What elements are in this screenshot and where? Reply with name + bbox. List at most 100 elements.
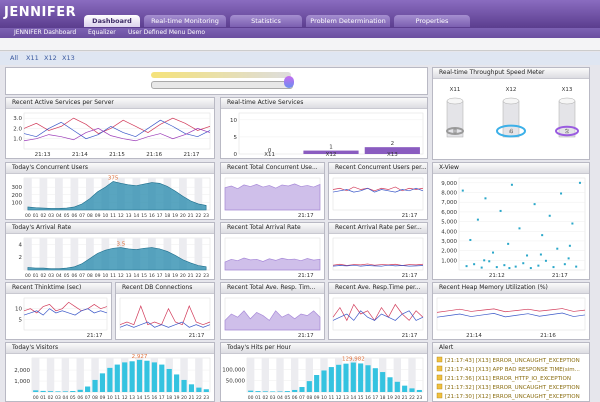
point — [567, 257, 570, 260]
series-line — [332, 263, 424, 266]
panel-chart: 21:17 — [332, 177, 424, 219]
series-line — [23, 119, 211, 140]
bar — [203, 389, 209, 392]
x-tick-label: 06 — [292, 395, 298, 401]
bar — [151, 362, 157, 392]
nav-tab[interactable]: Dashboard — [84, 15, 140, 27]
panel: X-View 1,000 2,000 3,000 4,000 5,000 6,000 7,00… — [432, 162, 590, 280]
x-tick-label: 16 — [149, 273, 155, 279]
x-tick-label: 02 — [41, 213, 47, 219]
point — [563, 263, 566, 266]
point — [575, 265, 578, 268]
x-tick-label: 21:17 — [402, 273, 418, 279]
x-tick-label: 10 — [103, 213, 109, 219]
meter-value: 2 — [565, 129, 569, 135]
x-tick-label: 07 — [79, 273, 85, 279]
sub-nav-link[interactable]: Equalizer — [88, 29, 116, 36]
server-tab[interactable]: X12 — [44, 54, 57, 62]
meter-ring — [555, 125, 579, 137]
nav-tab[interactable]: Real-time Monitoring — [144, 15, 226, 27]
nav-tab[interactable]: Properties — [394, 15, 470, 27]
x-tick-label: 14 — [134, 273, 140, 279]
bar — [33, 390, 39, 392]
y-tick-label: 7,000 — [441, 200, 457, 206]
x-tick-label: 01 — [33, 213, 39, 219]
area — [224, 257, 321, 271]
hour-stripe — [247, 358, 255, 392]
server-tab[interactable]: X13 — [62, 54, 75, 62]
x-tick-label: X13 — [387, 152, 398, 158]
x-tick-label: 00 — [33, 395, 39, 401]
meter-ring — [446, 127, 464, 135]
hour-stripe — [24, 238, 32, 270]
x-tick-label: 15 — [144, 395, 150, 401]
value-label: 2 — [391, 141, 395, 147]
x-tick-label: 23 — [203, 213, 209, 219]
panel-chart: 21:17 — [224, 237, 321, 279]
x-tick-label: 21:12 — [489, 273, 505, 279]
panel-title: Recent Total Arrival Rate — [221, 223, 324, 234]
x-tick-label: 16 — [152, 395, 158, 401]
point — [571, 222, 574, 225]
x-tick-label: 18 — [166, 395, 172, 401]
x-tick-label: 04 — [277, 395, 283, 401]
sub-nav-link[interactable]: User Defined Menu Demo — [128, 29, 206, 36]
bar — [107, 367, 113, 392]
x-tick-label: 04 — [63, 395, 69, 401]
x-tick-label: 12 — [118, 273, 124, 279]
series-line — [332, 264, 424, 267]
y-tick-label: 100,000 — [222, 367, 245, 373]
panel-chart: 5 10 21:17 — [15, 297, 108, 339]
hour-stripe — [24, 178, 32, 210]
panel-title: Alert — [433, 343, 589, 354]
hour-stripe — [179, 238, 187, 270]
x-tick-label: 11 — [110, 273, 116, 279]
x-tick-label: 21:16 — [540, 333, 556, 339]
series-line — [436, 308, 586, 313]
point — [533, 203, 536, 206]
nav-tab[interactable]: Problem Determination — [306, 15, 390, 27]
y-tick-label: 100 — [12, 200, 23, 206]
x-tick-label: 03 — [270, 395, 276, 401]
x-tick-label: 17 — [159, 395, 165, 401]
x-tick-label: 10 — [103, 273, 109, 279]
panel-chart: 1,000 2,000 3,000 4,000 5,000 6,000 7,000 8,000… — [441, 177, 586, 279]
x-tick-label: 19 — [387, 395, 393, 401]
bar — [262, 391, 268, 392]
nav-tab[interactable]: Statistics — [230, 15, 302, 27]
hour-stripe — [180, 358, 188, 392]
plot-area — [436, 297, 586, 331]
alert-icon — [436, 365, 443, 372]
y-tick-label: 10 — [15, 307, 22, 313]
bar — [387, 377, 393, 392]
panel-title: Recent Arrival Rate per Ser... — [329, 223, 427, 234]
panel: Today's Concurrent Users 100 200 300 00 01 02 0… — [5, 162, 215, 220]
panel-chart: 2 4 00 01 02 03 04 05 06 07 08 09 10 11 12 13 14 15 16 17 18… — [19, 237, 211, 279]
x-tick-label: 22 — [409, 395, 415, 401]
y-tick-label: 300 — [12, 185, 23, 191]
point — [476, 218, 479, 221]
plot-area — [458, 177, 586, 271]
x-tick-label: 17 — [372, 395, 378, 401]
x-tick-label: 09 — [314, 395, 320, 401]
x-tick-label: 21:17 — [189, 333, 205, 339]
x-tick-label: 09 — [100, 395, 106, 401]
server-tab[interactable]: All — [10, 54, 19, 62]
point — [510, 183, 513, 186]
bar — [85, 386, 91, 392]
x-tick-label: 18 — [165, 213, 171, 219]
panel-title: Recent Thinktime (sec) — [6, 283, 111, 294]
server-tab[interactable]: X11 — [26, 54, 39, 62]
x-tick-label: 21:17 — [402, 333, 418, 339]
peak-label: 129,982 — [342, 357, 365, 363]
x-tick-label: 21:13 — [35, 152, 51, 158]
hour-stripe — [61, 358, 70, 392]
sub-nav-link[interactable]: JENNIFER Dashboard — [14, 29, 77, 36]
x-tick-label: X11 — [264, 152, 275, 158]
x-tick-label: 05 — [70, 395, 76, 401]
x-tick-label: 17 — [157, 273, 163, 279]
x-tick-label: 07 — [85, 395, 91, 401]
x-tick-label: 21:17 — [298, 333, 314, 339]
